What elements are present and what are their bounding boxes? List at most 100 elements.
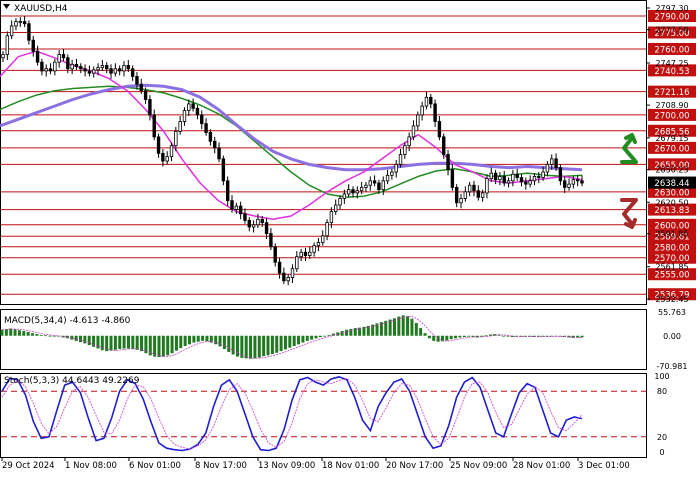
macd-bar [166,335,170,356]
macd-bar [74,335,78,341]
scale-tick-label: 2708.90 [655,101,688,110]
candle-body [485,178,489,194]
candle-body [169,145,174,158]
candle-body [204,123,208,133]
symbol-label: XAUUSD,H4 [14,4,68,14]
price-panel-border [0,0,647,305]
candle-body [567,183,571,188]
candle-body [238,205,243,215]
macd-bar [410,318,414,336]
macd-bar [497,334,501,336]
scale-tick-label: 2679.15 [655,134,688,143]
macd-bar [96,335,100,349]
candle-body [502,176,506,184]
candle-body [299,251,303,258]
zigzag-up-arrow-icon [620,133,638,164]
time-tick-label: 25 Nov 09:00 [450,461,507,471]
candle-body [398,154,403,165]
candle-body [66,57,70,70]
macd-bar [262,335,266,357]
macd-bar [144,335,148,354]
macd-bar [401,315,405,336]
macd-bar [135,335,139,350]
macd-scale-label: 55.763 [658,308,686,317]
candle-body [178,121,182,132]
candle-body [44,68,48,72]
macd-bar [358,327,362,336]
indicator-line [0,85,583,199]
candle-body [390,171,394,176]
symbol-menu-icon[interactable] [3,4,10,9]
candle-body [545,163,550,173]
macd-bar [240,335,244,358]
macd-bar [388,319,392,336]
indicator-line [0,83,583,172]
macd-bar [253,335,257,359]
candle-body [143,90,148,100]
macd-bar [384,320,388,336]
candle-body [117,68,122,72]
level-label-bg [648,185,696,198]
candle-body [580,180,584,184]
macd-bar [445,335,449,341]
macd-bar [336,332,340,336]
candle-body [407,136,411,147]
level-label: 2775.00 [654,29,689,39]
macd-bar [301,335,305,343]
candle-body [247,219,251,228]
macd-bar [462,335,466,338]
macd-bar [297,335,301,345]
macd-bar [44,335,48,337]
macd-bar [310,335,314,340]
macd-bar [157,335,161,358]
zigzag-down-arrow-icon [620,198,638,229]
macd-bar [327,334,331,336]
level-label-bg [648,288,696,301]
scale-tick-label: 2747.25 [655,59,688,68]
candle-body [472,184,476,192]
macd-bar [218,335,222,347]
macd-bar [397,316,401,336]
macd-bar [502,335,506,337]
stoch-line [1,375,583,452]
macd-bar [371,324,375,336]
level-label: 2700.00 [654,111,689,121]
macd-bar [515,335,519,337]
macd-bar [183,335,187,346]
macd-bar [576,335,580,338]
candle-body [411,125,416,138]
level-label-bg [648,230,696,243]
time-axis: 29 Oct 2024 1 Nov 08:00 6 Nov 01:00 8 Nov 1… [1,458,630,471]
scale-tick-label: 2777.59 [655,26,688,35]
candle-body [208,132,213,142]
time-tick-label: 18 Nov 01:00 [322,461,379,471]
candle-body [1,54,5,59]
macd-bar [506,335,510,337]
macd-bar [174,335,178,351]
candle-body [433,103,437,122]
macd-bar [83,335,87,344]
candle-body [321,235,325,243]
candle-body [416,114,420,127]
candle-body [303,251,308,256]
macd-bar [541,335,545,337]
candle-body [286,277,290,282]
candle-body [394,163,398,173]
candle-body [290,268,295,278]
macd-bar [480,335,484,337]
macd-bar [170,335,174,354]
macd-bar [275,335,279,353]
time-tick-label: 13 Nov 09:00 [258,461,315,471]
macd-bar [423,333,427,336]
candle-body [381,180,385,191]
candle-body [40,61,44,72]
level-label-bg [648,251,696,264]
candle-body [442,136,446,155]
candle-body [31,39,35,52]
price-scale: 2797.30 2777.59 2747.25 2708.90 2679.15 2650.… [646,4,696,304]
candle-body [165,156,169,162]
macd-bar [366,325,370,336]
candle-body [100,65,105,69]
candle-body [87,70,92,74]
